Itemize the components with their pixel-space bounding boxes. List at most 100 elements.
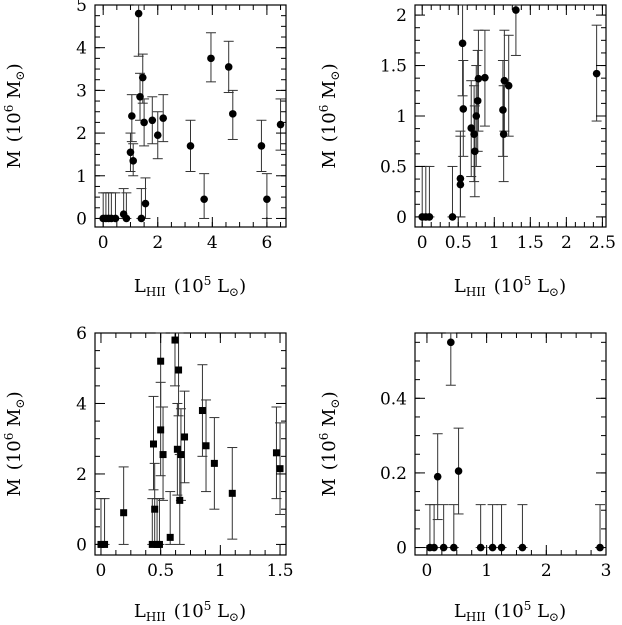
data-points xyxy=(97,336,284,548)
error-bars xyxy=(424,332,606,549)
y-tick-label: 0.4 xyxy=(380,389,407,409)
y-tick-label: 1 xyxy=(76,167,87,187)
y-axis-label: M(106 M⊙) xyxy=(317,391,342,496)
data-point xyxy=(272,449,280,457)
data-point xyxy=(186,142,195,150)
data-point xyxy=(518,543,527,552)
data-point xyxy=(181,433,189,441)
data-point xyxy=(141,199,150,208)
x-tick-label: 6 xyxy=(261,233,272,253)
data-point xyxy=(500,76,509,85)
x-tick-label: 0 xyxy=(98,233,109,253)
data-point xyxy=(454,467,463,475)
data-point xyxy=(276,120,285,129)
data-point xyxy=(448,213,457,221)
y-tick-label: 0.5 xyxy=(380,157,407,177)
x-axis-ticks: 0 0.5 1 1.5 xyxy=(96,333,294,581)
x-tick-label: 2 xyxy=(152,233,163,253)
data-point xyxy=(207,54,215,63)
data-point xyxy=(140,118,148,127)
data-point xyxy=(472,112,481,120)
y-axis-ticks: 0 2 4 6 xyxy=(76,324,286,555)
x-tick-label: 1 xyxy=(489,233,500,253)
panel-top-right: 0 0.5 1 1.5 2 2.5 0 0.5 1 1.5 2 LHII (105 L⊙) M(10… xyxy=(317,4,616,299)
y-axis-ticks: 0 0.2 0.4 xyxy=(380,341,606,559)
error-bars xyxy=(417,4,602,218)
y-tick-label: 2 xyxy=(76,465,87,485)
data-point xyxy=(155,540,163,548)
data-point xyxy=(430,543,438,552)
data-point xyxy=(198,407,206,415)
data-points xyxy=(99,9,285,223)
y-tick-label: 3 xyxy=(76,81,87,101)
data-point xyxy=(470,130,478,138)
data-point xyxy=(471,147,479,156)
data-point xyxy=(467,124,476,132)
data-point xyxy=(138,73,147,82)
data-point xyxy=(129,157,137,165)
x-tick-label: 1 xyxy=(481,561,492,581)
data-point xyxy=(499,106,507,114)
x-tick-label: 1.5 xyxy=(517,233,544,253)
x-axis-ticks: 0 1 2 3 xyxy=(422,333,612,581)
data-point xyxy=(504,81,513,90)
y-tick-label: 0 xyxy=(76,209,87,229)
data-point xyxy=(499,130,508,138)
data-point xyxy=(159,114,168,122)
data-point xyxy=(120,509,128,517)
data-point xyxy=(151,505,159,513)
data-points xyxy=(426,338,604,552)
data-point xyxy=(474,74,483,83)
data-point xyxy=(476,543,485,552)
y-axis-label: M(106 M⊙) xyxy=(2,391,27,496)
y-axis-ticks: 0 0.5 1 1.5 2 xyxy=(380,6,606,228)
y-axis-label: M(106 M⊙) xyxy=(2,63,27,168)
data-point xyxy=(488,543,497,552)
plot-frame xyxy=(414,332,607,556)
data-point xyxy=(159,451,167,459)
error-bars xyxy=(95,332,286,545)
y-tick-label: 5 xyxy=(76,0,87,16)
data-point xyxy=(137,214,146,223)
y-axis-ticks: 0 1 2 3 4 5 xyxy=(76,0,286,229)
x-tick-label: 1.5 xyxy=(267,561,294,581)
data-point xyxy=(276,465,284,473)
x-tick-label: 0.5 xyxy=(147,561,174,581)
y-tick-label: 4 xyxy=(76,39,87,59)
data-point xyxy=(173,445,181,453)
data-point xyxy=(149,440,157,448)
x-tick-label: 0.5 xyxy=(445,233,472,253)
x-tick-label: 0 xyxy=(417,233,428,253)
data-point xyxy=(134,9,143,18)
data-point xyxy=(157,426,165,434)
x-tick-label: 3 xyxy=(601,561,612,581)
data-point xyxy=(447,338,455,347)
panel-bottom-right: 0 1 2 3 0 0.2 0.4 LHII (105 L⊙) M(106 M⊙) xyxy=(317,332,612,624)
data-point xyxy=(425,213,434,221)
data-point xyxy=(148,116,157,125)
data-point xyxy=(497,543,506,552)
y-tick-label: 0 xyxy=(396,208,407,228)
panel-bottom-left: 0 0.5 1 1.5 0 2 4 6 LHII (105 L⊙) M(106 M⊙) xyxy=(2,324,294,624)
y-tick-label: 2 xyxy=(396,6,407,26)
data-point xyxy=(128,112,136,120)
x-tick-label: 0 xyxy=(96,561,107,581)
y-tick-label: 1.5 xyxy=(380,57,407,77)
y-tick-label: 0 xyxy=(76,535,87,555)
y-tick-label: 1 xyxy=(396,107,407,127)
y-tick-label: 4 xyxy=(76,394,87,414)
data-point xyxy=(126,148,135,157)
x-axis-label: LHII (105 L⊙) xyxy=(134,274,246,299)
y-tick-label: 0 xyxy=(396,539,407,559)
y-tick-label: 0.2 xyxy=(380,464,407,484)
data-point xyxy=(166,533,174,541)
x-tick-label: 1 xyxy=(215,561,226,581)
data-point xyxy=(136,92,144,101)
data-point xyxy=(148,540,156,548)
data-point xyxy=(458,39,467,48)
x-tick-label: 4 xyxy=(207,233,218,253)
data-point xyxy=(456,180,465,189)
data-point xyxy=(592,69,601,78)
x-tick-label: 0 xyxy=(422,561,433,581)
